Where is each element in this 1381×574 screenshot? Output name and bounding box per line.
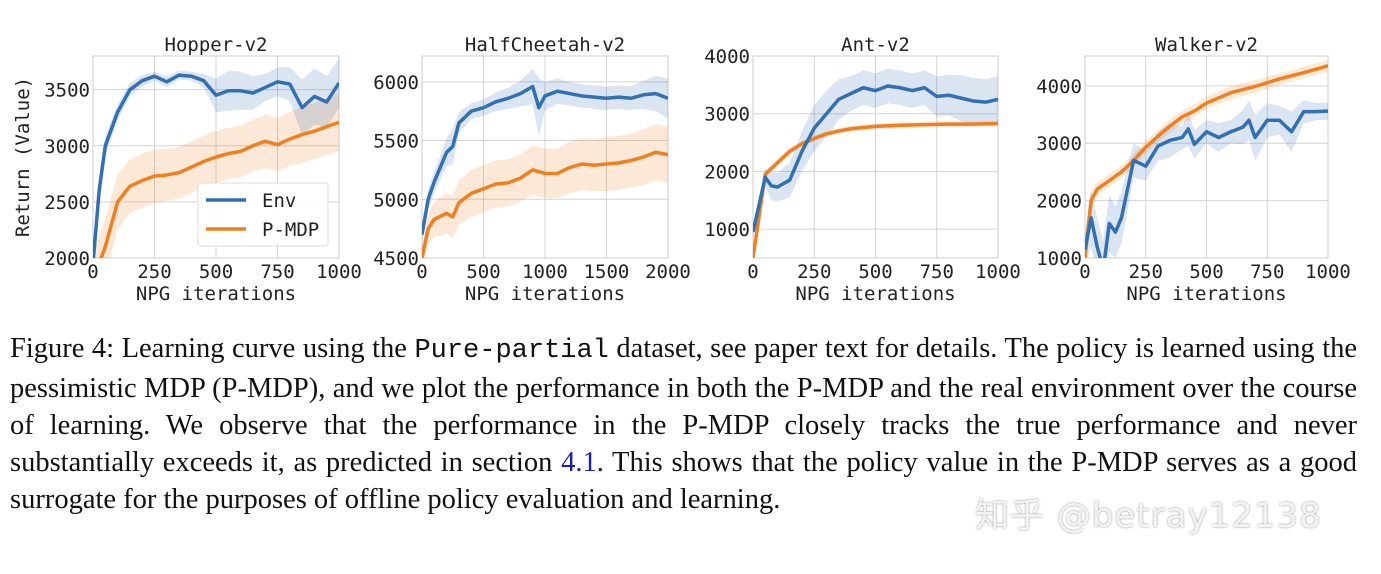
line-env (422, 84, 668, 235)
caption-text: Learning curve using the (114, 333, 415, 364)
y-tick-label: 1000 (704, 219, 750, 241)
y-tick-label: 4000 (1036, 76, 1082, 98)
chart-walker-v2: 0 250 500 750 1000 1000 2000 3000 4000 Walker-v2 N… (1036, 34, 1351, 305)
x-tick-label: 250 (797, 261, 831, 283)
y-tick-label: 4500 (373, 248, 419, 270)
chart-halfcheetah-v2: 0 500 1000 1500 2000 4500 5000 5500 6000 HalfChee… (373, 34, 691, 305)
x-tick-label: 500 (466, 261, 500, 283)
caption-text: . This shows that the policy value in th… (10, 447, 1357, 515)
x-tick-label: 2000 (645, 261, 691, 283)
figure-charts: 0 250 500 750 10002000250030003500Hopper-v2N… (12, 34, 1351, 305)
band-env (93, 58, 339, 258)
chart-ant-v2: 0 250 500 750 1000 1000 2000 3000 4000 Ant-v2 NPG … (704, 34, 1021, 305)
x-tick-label: 0 (416, 261, 427, 283)
plot-frame (92, 55, 340, 259)
plot-area (422, 68, 668, 258)
chart-title: HalfCheetah-v2 (465, 34, 625, 56)
plot-frame (752, 55, 999, 259)
x-tick-label: 0 (747, 261, 758, 283)
y-tick-label: 3000 (704, 104, 750, 126)
watermark: 知乎 @betray12138 (975, 496, 1322, 536)
y-tick-label: 6000 (373, 72, 419, 94)
x-tick-label: 250 (137, 261, 171, 283)
section-link[interactable]: 4.1 (561, 447, 597, 478)
x-tick-label: 1000 (522, 261, 568, 283)
dataset-name: Pure-partial (414, 336, 609, 366)
legend: Env P-MDP (197, 182, 329, 247)
x-tick-label: 1000 (975, 261, 1021, 283)
y-tick-label: 5500 (373, 131, 419, 153)
band-env (422, 68, 668, 244)
x-tick-label: 750 (920, 261, 954, 283)
y-tick-label: 2500 (44, 192, 90, 214)
x-tick-label: 0 (1079, 261, 1090, 283)
x-axis-label: NPG iterations (1126, 283, 1286, 305)
y-axis-label: Return (Value) (12, 77, 34, 237)
chart-hopper-v2: 0 250 500 750 1000 2000 2500 3000 3500 Hopper-v2 N… (12, 34, 362, 305)
y-tick-label: 2000 (704, 161, 750, 183)
plot-area (93, 58, 339, 258)
x-tick-label: 1500 (584, 261, 630, 283)
y-tick-label: 1000 (1036, 248, 1082, 270)
x-tick-label: 500 (858, 261, 892, 283)
caption-text: dataset, see paper text for details. The… (10, 333, 1358, 478)
x-tick-label: 1000 (1305, 261, 1351, 283)
x-tick-label: 500 (1189, 261, 1223, 283)
y-tick-label: 3000 (1036, 133, 1082, 155)
y-tick-label: 2000 (1036, 191, 1082, 213)
legend-label-env: Env (262, 190, 296, 212)
y-tick-label: 2000 (44, 248, 90, 270)
plot-frame (421, 55, 669, 259)
x-tick-label: 500 (199, 261, 233, 283)
y-tick-label: 3500 (44, 80, 90, 102)
plot-area (753, 68, 998, 258)
y-tick-label: 3000 (44, 136, 90, 158)
band-p-mdp (422, 124, 668, 258)
line-env (1085, 109, 1328, 258)
y-tick-label: 4000 (704, 46, 750, 68)
chart-title: Walker-v2 (1155, 34, 1258, 56)
x-axis-label: NPG iterations (465, 283, 625, 305)
chart-title: Hopper-v2 (165, 34, 268, 56)
caption-label: Figure 4: (10, 333, 115, 364)
x-axis-label: NPG iterations (136, 283, 296, 305)
x-axis-label: NPG iterations (795, 283, 955, 305)
plot-area (1085, 60, 1328, 258)
line-p-mdp (99, 120, 339, 258)
line-env (93, 73, 339, 258)
x-tick-label: 750 (260, 261, 294, 283)
band-env (753, 68, 998, 238)
x-tick-label: 750 (1250, 261, 1284, 283)
line-p-mdp (1085, 64, 1328, 258)
line-env (753, 84, 998, 233)
band-p-mdp (93, 93, 339, 258)
x-tick-label: 0 (87, 261, 98, 283)
y-tick-label: 5000 (373, 189, 419, 211)
x-tick-label: 1000 (316, 261, 362, 283)
chart-title: Ant-v2 (841, 34, 910, 56)
x-tick-label: 250 (1129, 261, 1163, 283)
line-p-mdp (753, 121, 998, 258)
figure-caption: Figure 4: Learning curve using the Pure-… (10, 330, 1357, 518)
legend-label-pmdp: P-MDP (262, 219, 319, 241)
line-p-mdp (422, 150, 668, 258)
plot-frame (1084, 55, 1329, 259)
